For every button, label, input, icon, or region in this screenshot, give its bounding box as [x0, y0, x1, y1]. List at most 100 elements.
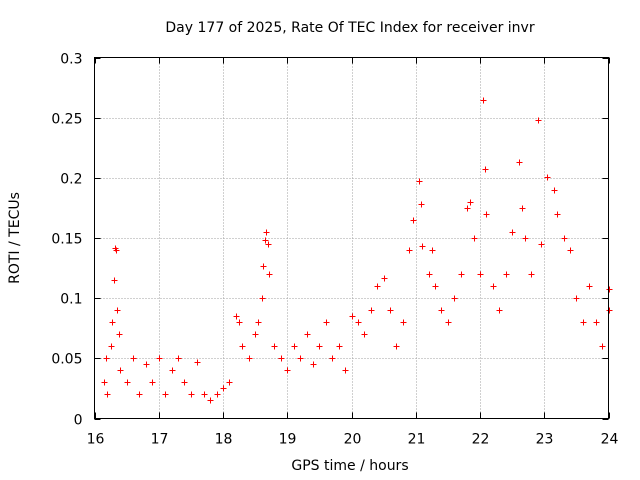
y-tick-labels: 0 0.05 0.1 0.15 0.2 0.25 0.3: [51, 52, 82, 429]
x-tick-label: 19: [279, 432, 297, 448]
x-axis-label: GPS time / hours: [291, 458, 408, 474]
data-point: [400, 319, 407, 326]
y-tick-label: 0.2: [60, 172, 82, 188]
data-point: [381, 275, 388, 282]
data-point: [169, 367, 176, 374]
data-point: [482, 166, 489, 173]
y-tick-label: 0.1: [60, 292, 82, 308]
data-point: [194, 359, 201, 366]
data-point: [451, 295, 458, 302]
data-point: [188, 391, 195, 398]
data-point: [567, 247, 574, 254]
data-point: [310, 361, 317, 368]
y-tick-label: 0.05: [51, 352, 82, 368]
data-point: [262, 237, 269, 244]
y-tick-label: 0: [74, 413, 83, 429]
data-point: [432, 283, 439, 290]
data-point: [101, 379, 108, 386]
data-point: [255, 319, 262, 326]
data-point: [323, 319, 330, 326]
data-point: [355, 319, 362, 326]
data-point: [149, 379, 156, 386]
data-point: [233, 313, 240, 320]
data-point: [561, 235, 568, 242]
data-point: [336, 343, 343, 350]
data-point: [207, 397, 214, 404]
data-point: [429, 247, 436, 254]
y-tick-label: 0.25: [51, 112, 82, 128]
plot-frame: [94, 57, 609, 419]
data-point: [503, 271, 510, 278]
data-point: [480, 97, 487, 104]
data-point: [226, 379, 233, 386]
data-point: [349, 313, 356, 320]
data-point: [104, 391, 111, 398]
data-point: [606, 286, 613, 293]
data-point: [490, 283, 497, 290]
y-axis-label: ROTI / TECUs: [7, 192, 23, 284]
data-point: [108, 343, 115, 350]
axis-ticks: [94, 57, 610, 420]
data-point: [117, 367, 124, 374]
data-point: [162, 391, 169, 398]
data-point: [593, 319, 600, 326]
data-point: [419, 243, 426, 250]
data-point: [361, 331, 368, 338]
x-tick-label: 18: [215, 432, 233, 448]
data-point: [551, 187, 558, 194]
x-tick-label: 17: [151, 432, 169, 448]
data-point: [278, 355, 285, 362]
data-point: [175, 355, 182, 362]
data-point: [387, 307, 394, 314]
y-tick-label: 0.15: [51, 232, 82, 248]
data-point: [509, 229, 516, 236]
data-point: [418, 201, 425, 208]
data-point: [519, 205, 526, 212]
data-point: [130, 355, 137, 362]
data-point: [263, 229, 270, 236]
data-point: [260, 263, 267, 270]
data-point: [535, 117, 542, 124]
data-point: [606, 307, 613, 314]
data-point: [522, 235, 529, 242]
data-point: [554, 211, 561, 218]
data-point: [103, 355, 110, 362]
data-point: [438, 307, 445, 314]
data-point: [297, 355, 304, 362]
data-point: [410, 217, 417, 224]
data-point: [416, 178, 423, 185]
data-point: [143, 361, 150, 368]
data-point: [573, 295, 580, 302]
data-point: [374, 283, 381, 290]
data-point: [316, 343, 323, 350]
data-point: [342, 367, 349, 374]
data-point: [246, 355, 253, 362]
data-point: [284, 367, 291, 374]
x-tick-labels: 16 17 18 19 20 21 22 23 24: [87, 432, 619, 448]
y-tick-label: 0.3: [60, 52, 82, 68]
data-point: [265, 241, 272, 248]
data-point: [368, 307, 375, 314]
data-point: [291, 343, 298, 350]
data-point: [458, 271, 465, 278]
data-point: [116, 331, 123, 338]
data-point: [496, 307, 503, 314]
data-point: [580, 319, 587, 326]
data-point: [111, 277, 118, 284]
data-point: [109, 319, 116, 326]
data-point: [220, 385, 227, 392]
data-point: [113, 247, 120, 254]
data-point: [266, 271, 273, 278]
x-tick-label: 24: [601, 432, 619, 448]
data-point: [544, 174, 551, 181]
data-point: [599, 343, 606, 350]
grid: [94, 57, 609, 419]
data-point: [259, 295, 266, 302]
data-point: [114, 307, 121, 314]
data-point: [124, 379, 131, 386]
data-point: [393, 343, 400, 350]
data-point: [181, 379, 188, 386]
data-point: [156, 355, 163, 362]
data-point: [471, 235, 478, 242]
